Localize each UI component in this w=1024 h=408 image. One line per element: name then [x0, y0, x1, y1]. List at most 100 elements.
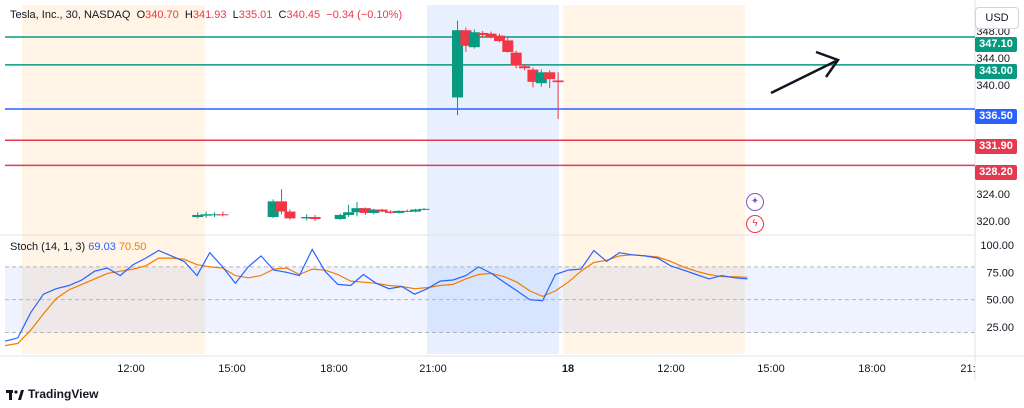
candle-body	[510, 52, 522, 66]
price-tick-label: 324.00	[976, 189, 1010, 201]
price-tick-label: 340.00	[976, 80, 1010, 92]
level-label-336-50: 336.50	[975, 109, 1017, 124]
candle	[477, 30, 489, 38]
candle-body	[502, 40, 514, 52]
candle-body	[276, 201, 288, 212]
candle	[368, 208, 380, 215]
time-tick-label: 21:	[960, 363, 975, 375]
stoch-tick-label: 75.00	[986, 267, 1014, 279]
candle	[209, 212, 220, 217]
candle-body	[334, 214, 346, 220]
candle-body	[284, 211, 296, 219]
level-label-328-20: 328.20	[975, 165, 1017, 180]
candle	[552, 72, 564, 120]
time-tick-label: 15:00	[757, 363, 785, 375]
candle	[376, 208, 388, 213]
tradingview-logo-icon	[6, 389, 24, 400]
candle	[343, 204, 355, 217]
candle-body	[267, 201, 279, 217]
tradingview-logo[interactable]: TradingView	[6, 387, 98, 401]
candle-body	[535, 72, 547, 84]
candle	[284, 209, 296, 220]
candle	[276, 189, 288, 215]
candle	[301, 214, 313, 221]
close-value: 340.45	[286, 9, 321, 21]
trend-arrow-shaft	[770, 59, 837, 95]
stoch-k-value: 69.03	[88, 241, 116, 253]
candle	[217, 211, 229, 217]
candle-body	[468, 32, 480, 48]
candle	[485, 31, 497, 39]
candle	[535, 69, 547, 87]
candle-body	[200, 214, 212, 216]
candle-body	[351, 208, 363, 213]
candle-body	[217, 214, 229, 216]
time-tick-label: 12:00	[117, 363, 145, 375]
trend-arrow-head	[815, 50, 840, 78]
stoch-label: Stoch (14, 1, 3)	[10, 241, 86, 253]
stoch-tick-label: 25.00	[986, 322, 1014, 334]
candle-body	[477, 32, 489, 35]
time-tick-label: 15:00	[218, 363, 246, 375]
time-tick-label: 21:00	[419, 363, 447, 375]
stoch-header[interactable]: Stoch (14, 1, 3) 69.03 70.50	[10, 241, 146, 253]
candle	[401, 209, 413, 213]
candle-body	[401, 210, 413, 212]
symbol-title[interactable]: Tesla, Inc., 30, NASDAQ	[10, 9, 131, 21]
sparkle-icon[interactable]: ✦	[746, 193, 764, 211]
candle-body	[309, 217, 321, 220]
stoch-d-value: 70.50	[118, 241, 147, 253]
candle	[359, 207, 371, 215]
candle-body	[544, 72, 556, 80]
low-value: 335.01	[238, 9, 273, 21]
candle	[527, 67, 539, 88]
candle	[267, 199, 279, 219]
level-label-331-90: 331.90	[975, 139, 1017, 154]
candle	[519, 64, 531, 71]
session-background	[563, 5, 745, 354]
candle-body	[359, 208, 371, 213]
candle-body	[192, 214, 204, 217]
candle-body	[485, 33, 497, 37]
candle	[502, 37, 514, 53]
time-tick-label: 18:00	[858, 363, 886, 375]
candle-body	[418, 208, 430, 210]
candle-body	[527, 69, 539, 82]
candle-body	[452, 30, 464, 98]
currency-button[interactable]: USD	[975, 7, 1019, 29]
candle	[384, 210, 396, 214]
stoch-k-line	[4, 248, 748, 342]
candle-body	[384, 211, 396, 213]
stoch-tick-label: 100.00	[980, 240, 1014, 252]
price-tick-label: 344.00	[976, 53, 1010, 65]
candle-body	[209, 214, 220, 216]
candle-body	[343, 212, 355, 215]
candle	[192, 212, 204, 219]
price-tick-label: 320.00	[976, 216, 1010, 228]
brand-name: TradingView	[28, 387, 99, 401]
candle-body	[519, 66, 531, 69]
candle	[452, 20, 464, 116]
candle	[510, 50, 522, 69]
change-value: −0.34 (−0.10%)	[326, 9, 403, 21]
trend-arrow	[770, 50, 840, 95]
candle-body	[460, 30, 472, 46]
candle	[410, 208, 422, 213]
candle-body	[493, 35, 505, 42]
candle	[200, 211, 212, 218]
open-value: 340.70	[145, 9, 179, 21]
time-tick-label: 18	[562, 363, 574, 375]
candle	[393, 210, 405, 214]
candle-body	[410, 209, 422, 212]
level-label-347-10: 347.10	[975, 37, 1017, 52]
candle-body	[552, 80, 564, 83]
stoch-tick-label: 50.00	[986, 295, 1014, 307]
candle	[334, 213, 346, 220]
session-background	[427, 5, 559, 354]
candle	[351, 202, 363, 217]
candle-body	[393, 210, 405, 213]
lightning-icon[interactable]: ϟ	[746, 215, 764, 233]
candle	[544, 70, 556, 88]
symbol-header: Tesla, Inc., 30, NASDAQ O340.70 H341.93 …	[10, 9, 403, 21]
